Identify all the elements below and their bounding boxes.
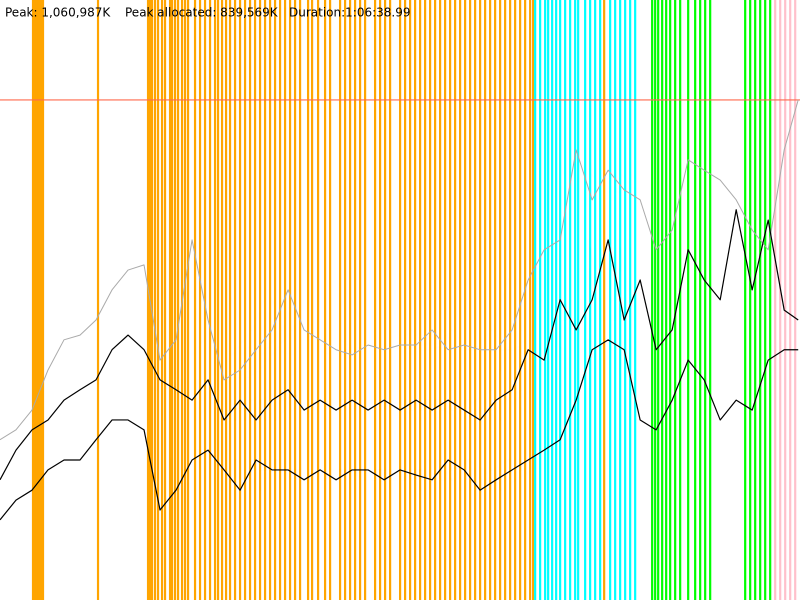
series-line [0, 99, 799, 441]
duration-label: Duration:1:06:38.99 [289, 6, 411, 20]
header: Peak: 1,060,987K Peak allocated: 839,569… [5, 6, 411, 20]
peak-label: Peak: 1,060,987K [5, 6, 111, 20]
series-line [0, 339, 799, 521]
memory-lines [0, 99, 800, 521]
series-line [0, 209, 799, 481]
event-lines [31, 0, 797, 600]
peak-allocated-label: Peak allocated: 839,569K [125, 6, 279, 20]
